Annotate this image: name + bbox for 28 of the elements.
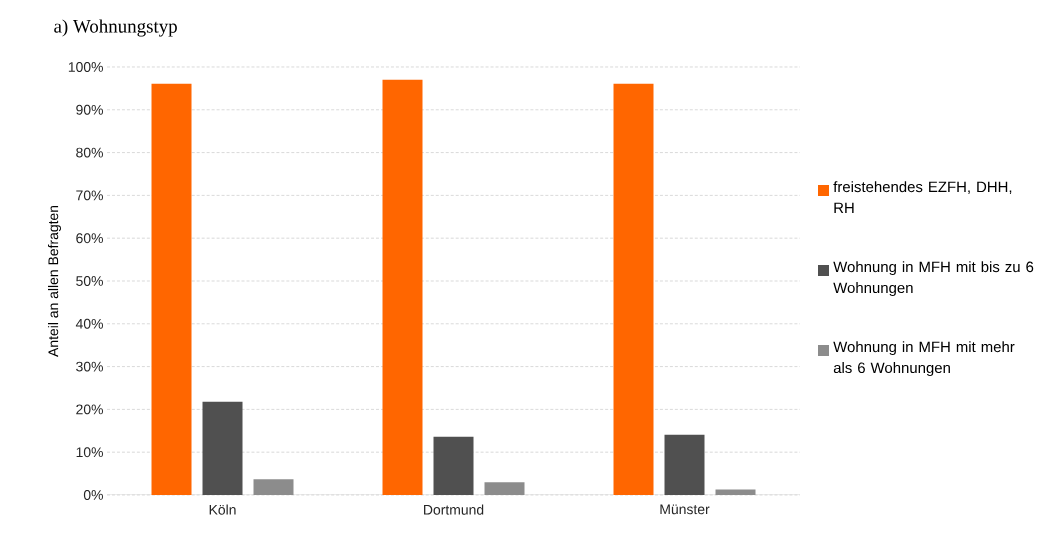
bar bbox=[664, 434, 705, 495]
bar bbox=[202, 401, 243, 495]
y-tick-label: 100% bbox=[68, 62, 103, 72]
bar bbox=[253, 479, 294, 495]
bar bbox=[151, 83, 192, 495]
y-axis-title: Anteil an allen Befragten bbox=[47, 205, 61, 357]
x-tick-label: Köln bbox=[209, 504, 236, 515]
chart-title: a) Wohnungstyp bbox=[54, 19, 177, 37]
legend-label: Wohnung in MFH mit bis zu 6 Wohnungen bbox=[833, 261, 1034, 297]
y-tick-label: 90% bbox=[76, 104, 103, 115]
y-tick-label: 30% bbox=[76, 361, 103, 372]
bar bbox=[613, 83, 654, 495]
x-tick-label: Münster bbox=[660, 504, 710, 515]
y-tick-label: 40% bbox=[75, 318, 103, 329]
bar bbox=[433, 436, 474, 495]
y-tick-label: 70% bbox=[76, 190, 103, 201]
bar bbox=[382, 79, 423, 495]
y-tick-label: 60% bbox=[76, 233, 103, 244]
bar bbox=[484, 482, 525, 495]
legend-label: freistehendes EZFH, DHH, RH bbox=[833, 181, 1012, 213]
y-tick-label: 20% bbox=[76, 404, 103, 415]
legend-label: Wohnung in MFH mit mehr als 6 Wohnungen bbox=[833, 341, 1015, 377]
y-tick-label: 50% bbox=[76, 276, 103, 286]
y-tick-label: 80% bbox=[76, 147, 103, 158]
y-tick-label: 0% bbox=[83, 490, 103, 500]
y-tick-label: 10% bbox=[76, 447, 103, 458]
x-tick-label: Dortmund bbox=[424, 504, 484, 515]
bar bbox=[715, 489, 756, 495]
